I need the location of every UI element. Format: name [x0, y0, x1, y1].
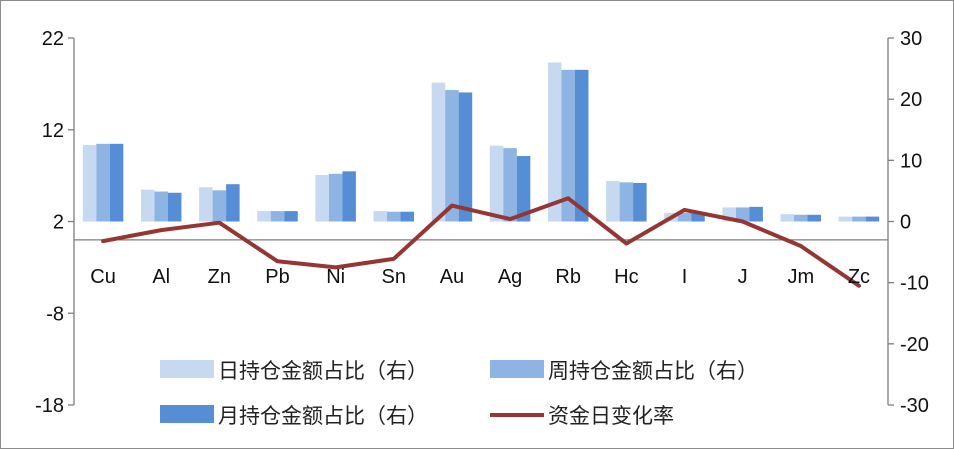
bar-zn-series-1 [199, 187, 213, 222]
bar-hc-series-3 [633, 182, 647, 222]
legend-label-4: 资金日变化率 [548, 404, 674, 428]
category-label-sn: Sn [382, 266, 406, 288]
category-label-zc: Zc [848, 266, 870, 288]
bar-al-series-2 [154, 191, 168, 222]
category-label-zn: Zn [208, 266, 231, 288]
bar-pb-series-2 [270, 211, 285, 222]
bar-ni-series-2 [328, 173, 343, 222]
category-label-pb: Pb [265, 266, 289, 288]
bar-i-series-2 [677, 212, 692, 222]
legend-swatch-2 [490, 360, 544, 378]
left-tick-label: -8 [46, 303, 64, 325]
bar-cu-series-2 [96, 143, 110, 222]
legend-swatch-3 [160, 405, 214, 423]
right-tick-label: 10 [900, 150, 922, 172]
bar-zc-series-2 [852, 216, 866, 222]
bar-rb-series-3 [574, 69, 589, 222]
right-tick-label: -10 [900, 273, 929, 295]
line-series [101, 196, 861, 288]
right-tick-label: 20 [900, 89, 922, 111]
category-label-jm: Jm [787, 266, 814, 288]
bar-al-series-3 [167, 192, 182, 222]
category-label-hc: Hc [614, 266, 638, 288]
bar-jm-series-2 [794, 214, 808, 222]
bar-rb-series-2 [561, 69, 575, 222]
category-label-i: I [682, 266, 688, 288]
right-tick-label: 30 [900, 28, 922, 50]
category-label-cu: Cu [90, 266, 116, 288]
bar-sn-series-3 [400, 211, 415, 222]
category-label-ni: Ni [326, 266, 345, 288]
bar-ni-series-3 [342, 171, 356, 222]
bars [82, 62, 880, 222]
bar-au-series-2 [445, 89, 459, 222]
legend-label-1: 日持仓金额占比（右） [218, 359, 428, 383]
bar-al-series-1 [140, 189, 155, 222]
category-label-au: Au [440, 266, 464, 288]
right-tick-label: 0 [900, 212, 911, 234]
bar-j-series-2 [735, 207, 750, 222]
bar-zn-series-3 [226, 184, 240, 222]
bar-hc-series-2 [619, 182, 634, 222]
bar-j-series-3 [749, 206, 763, 222]
left-tick-label: 2 [53, 212, 64, 234]
legend-label-3: 月持仓金额占比（右） [218, 404, 428, 428]
bar-sn-series-1 [373, 211, 388, 222]
legend: 日持仓金额占比（右） 周持仓金额占比（右） 月持仓金额占比（右） 资金日变化率 [160, 359, 758, 428]
bar-hc-series-1 [606, 181, 620, 222]
bar-ag-series-1 [489, 145, 504, 222]
bar-ag-series-2 [503, 148, 517, 222]
right-tick-label: -20 [900, 334, 929, 356]
axes: 22 12 2 -8 -18 30 20 10 0 -10 -20 -30 [35, 28, 929, 417]
bar-sn-series-2 [387, 211, 401, 222]
right-tick-label: -30 [900, 395, 929, 417]
bar-jm-series-1 [780, 214, 795, 222]
bar-i-series-3 [691, 212, 705, 222]
bar-pb-series-3 [284, 211, 298, 222]
category-label-rb: Rb [555, 266, 581, 288]
legend-swatch-1 [160, 360, 214, 378]
bar-ni-series-1 [315, 175, 329, 222]
bar-rb-series-1 [547, 62, 562, 222]
left-tick-label: -18 [35, 395, 64, 417]
bar-ag-series-3 [516, 156, 531, 222]
bar-cu-series-3 [109, 143, 124, 222]
legend-label-2: 周持仓金额占比（右） [548, 359, 758, 383]
bar-au-series-3 [458, 92, 473, 222]
category-label-ag: Ag [498, 266, 522, 288]
line-fund-daily-change [101, 196, 861, 288]
bar-zn-series-2 [212, 190, 227, 222]
bar-jm-series-3 [807, 214, 822, 222]
bar-cu-series-1 [82, 145, 97, 222]
left-tick-label: 22 [42, 28, 64, 50]
left-tick-label: 12 [42, 120, 64, 142]
bar-pb-series-1 [257, 211, 271, 222]
bar-au-series-1 [431, 82, 446, 222]
bar-zc-series-3 [865, 216, 880, 222]
category-label-al: Al [152, 266, 170, 288]
bar-zc-series-1 [838, 216, 853, 222]
category-labels: Cu Al Zn Pb Ni Sn Au Ag Rb Hc I J Jm Zc [90, 266, 870, 288]
category-label-j: J [738, 266, 748, 288]
